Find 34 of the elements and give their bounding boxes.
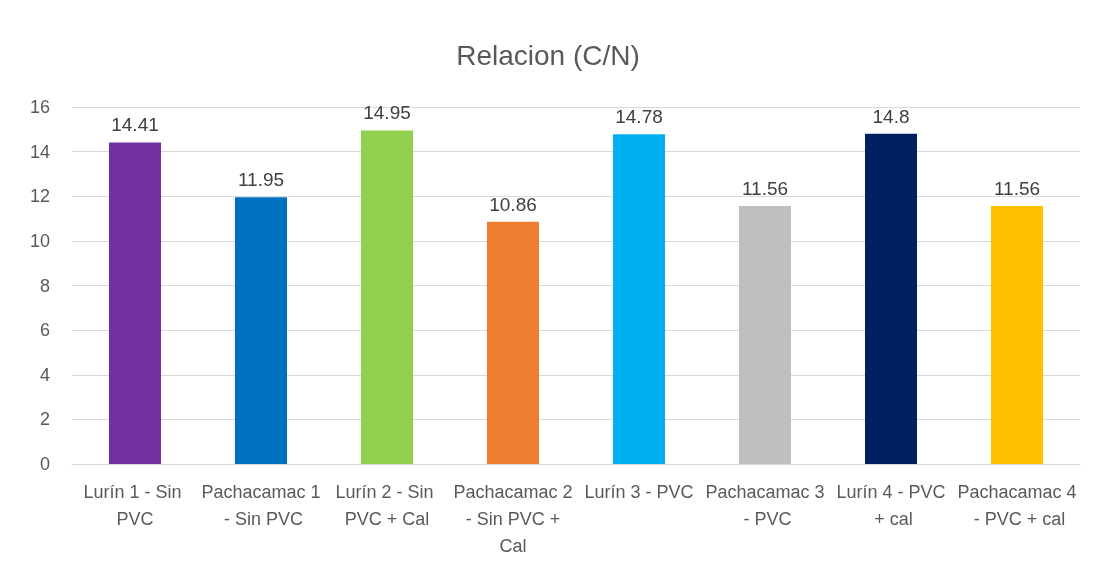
data-label: 14.41 bbox=[111, 114, 159, 136]
y-tick-label: 16 bbox=[29, 97, 50, 117]
y-tick-label: 10 bbox=[29, 230, 50, 251]
y-tick-label: 8 bbox=[39, 275, 50, 296]
data-label: 14.78 bbox=[615, 106, 663, 128]
data-label: 10.86 bbox=[489, 193, 537, 215]
y-tick-label: 14 bbox=[29, 141, 50, 162]
chart-title: Relacion (C/N) bbox=[456, 39, 640, 71]
y-tick-label: 4 bbox=[39, 364, 50, 385]
bar bbox=[613, 134, 665, 464]
x-tick-label: Lurín 4 - PVC + cal bbox=[836, 481, 946, 529]
y-tick-label: 12 bbox=[29, 186, 50, 207]
x-tick-label: Pachacamac 1 - Sin PVC bbox=[201, 481, 321, 529]
x-tick-label: Lurín 1 - Sin PVC bbox=[83, 481, 187, 529]
x-tick-label: Pachacamac 3 - PVC bbox=[705, 481, 825, 529]
x-tick-label: Pachacamac 2 - Sin PVC + Cal bbox=[453, 481, 573, 556]
bar bbox=[487, 221, 539, 464]
data-label: 14.95 bbox=[363, 102, 411, 124]
bar bbox=[235, 197, 287, 464]
x-tick-label: Lurín 2 - Sin PVC + Cal bbox=[335, 481, 439, 529]
x-tick-label: Pachacamac 4 - PVC + cal bbox=[957, 481, 1077, 529]
data-label: 11.56 bbox=[741, 178, 789, 200]
y-tick-label: 2 bbox=[39, 409, 50, 430]
bar bbox=[991, 206, 1043, 464]
bar bbox=[109, 142, 161, 464]
y-tick-label: 0 bbox=[39, 454, 50, 474]
y-tick-label: 6 bbox=[39, 320, 50, 341]
bar bbox=[865, 133, 917, 464]
x-tick-label: Lurín 3 - PVC bbox=[584, 481, 694, 502]
data-label: 11.56 bbox=[993, 178, 1041, 200]
bar bbox=[361, 130, 413, 464]
data-label: 14.8 bbox=[872, 105, 910, 127]
data-label: 11.95 bbox=[237, 169, 285, 191]
bar bbox=[739, 206, 791, 464]
